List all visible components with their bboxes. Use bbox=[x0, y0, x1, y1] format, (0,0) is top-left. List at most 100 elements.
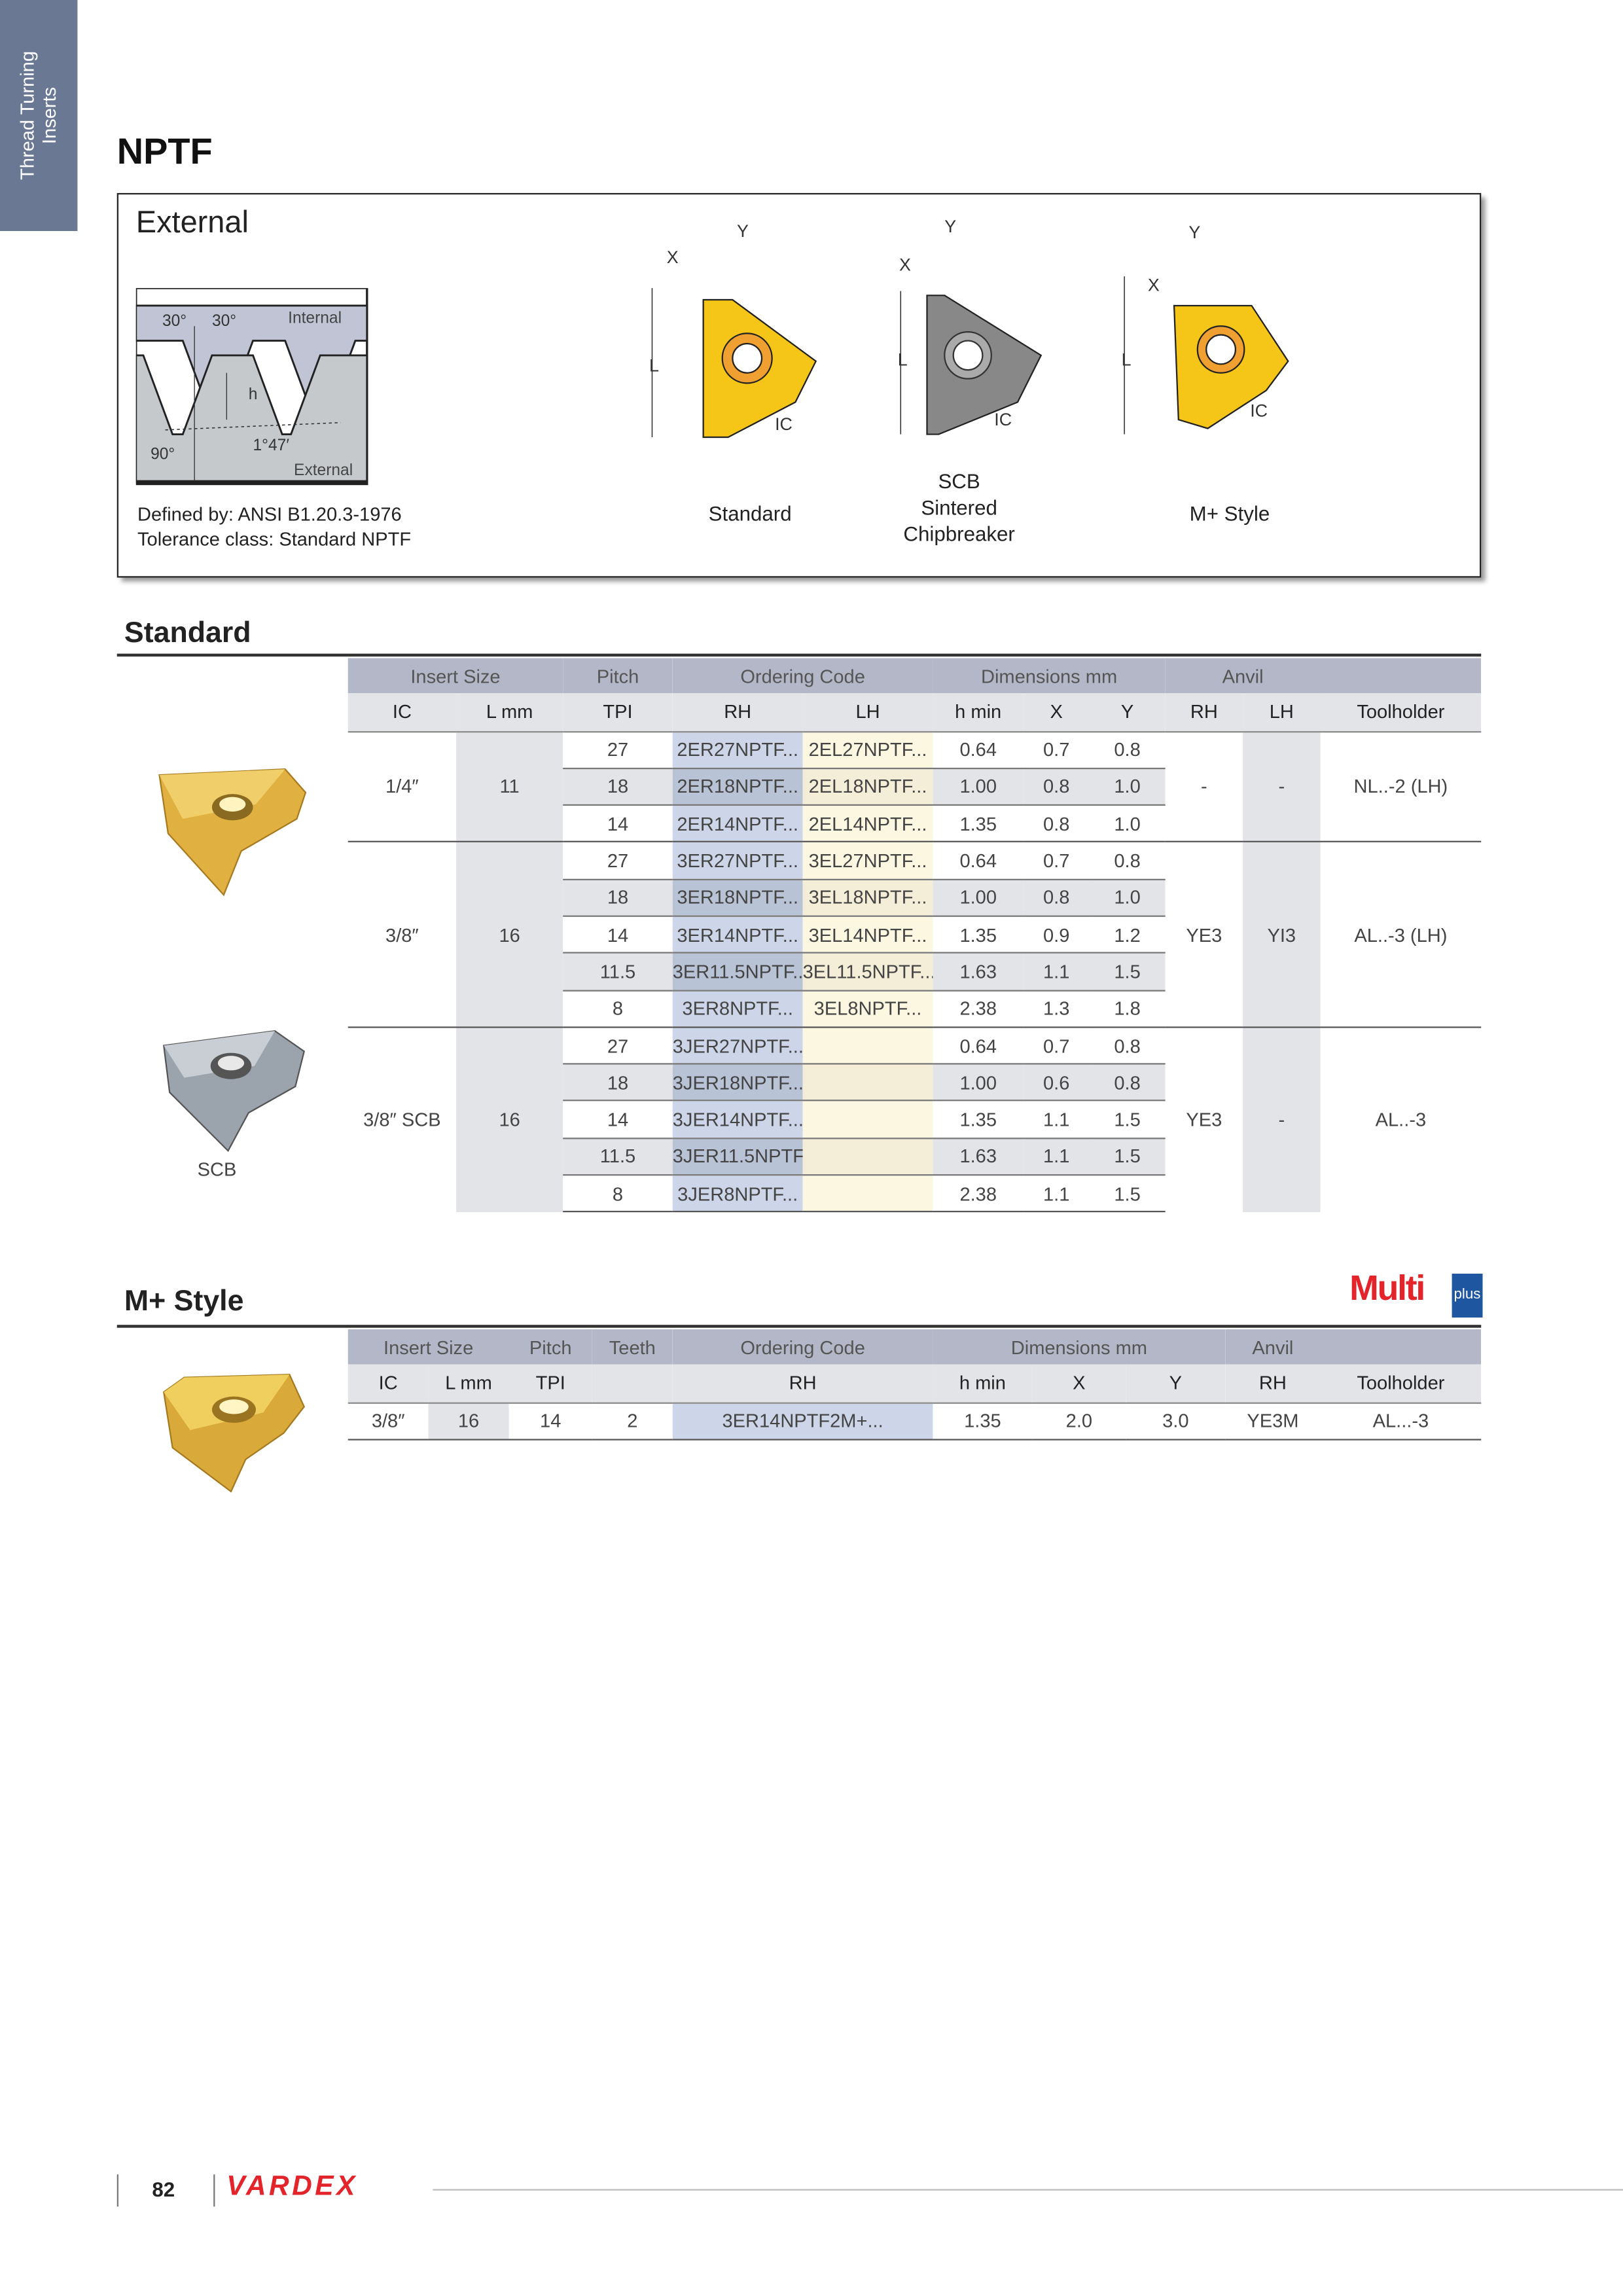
y-cell: 1.5 bbox=[1089, 1100, 1166, 1138]
anvil-rh-cell: YE3 bbox=[1165, 841, 1243, 1028]
section-tab: Thread Turning Inserts bbox=[0, 0, 78, 232]
x-cell: 2.0 bbox=[1032, 1402, 1126, 1441]
ic-cell: 3/8″ bbox=[348, 1402, 429, 1441]
ic-dim-label: IC bbox=[1250, 401, 1268, 421]
table-row: 14 3ER14NPTF... 3EL14NPTF... 1.35 0.9 1.2 bbox=[348, 915, 1482, 954]
mplus-type-label: M+ Style bbox=[1189, 501, 1270, 526]
group-header: Anvil bbox=[1165, 658, 1321, 694]
table-row: 14 3JER14NPTF... 1.35 1.1 1.5 bbox=[348, 1100, 1482, 1138]
logo-text: Multi bbox=[1349, 1269, 1425, 1309]
y-cell: 1.8 bbox=[1089, 989, 1166, 1028]
y-cell: 3.0 bbox=[1126, 1402, 1226, 1441]
lh-code-cell: 2EL18NPTF... bbox=[802, 767, 933, 806]
y-cell: 1.5 bbox=[1089, 952, 1166, 990]
l-dim-label: L bbox=[898, 350, 908, 370]
scb-caption: SCB bbox=[197, 1158, 237, 1180]
tpi-cell: 14 bbox=[563, 804, 673, 842]
standard-type-label: Standard bbox=[708, 501, 792, 526]
x-dim-label: X bbox=[667, 247, 679, 267]
column-header bbox=[592, 1364, 673, 1403]
group-header: Dimensions mm bbox=[933, 658, 1166, 694]
group-header bbox=[1320, 1329, 1482, 1365]
y-cell: 0.8 bbox=[1089, 1063, 1166, 1102]
rh-code-cell: 3ER27NPTF... bbox=[672, 841, 803, 880]
lh-code-cell bbox=[802, 1063, 933, 1102]
toolholder-cell: NL..-2 (LH) bbox=[1353, 776, 1448, 798]
page-title: NPTF bbox=[116, 132, 213, 173]
column-header: Y bbox=[1126, 1364, 1226, 1403]
hmin-cell: 1.35 bbox=[933, 804, 1024, 842]
table-row: 1/4″ 11 27 2ER27NPTF... 2EL27NPTF... 0.64 0.7 0… bbox=[348, 731, 1482, 842]
x-cell: 0.8 bbox=[1023, 804, 1090, 842]
column-header: RH bbox=[1225, 1364, 1321, 1403]
ic-cell: 3/8″ SCB bbox=[348, 1026, 457, 1212]
table-row: 18 3ER18NPTF... 3EL18NPTF... 1.00 0.8 1.0 bbox=[348, 878, 1482, 916]
multiplus-logo: Multi plus bbox=[1349, 1269, 1484, 1319]
l-cell: 16 bbox=[456, 1026, 563, 1212]
anvil-lh-cell: - bbox=[1243, 731, 1321, 842]
rh-code-cell: 3ER14NPTF... bbox=[672, 915, 803, 954]
group-header: Ordering Code bbox=[672, 1329, 933, 1365]
x-cell: 0.7 bbox=[1023, 841, 1090, 880]
tpi-cell: 18 bbox=[563, 878, 673, 916]
hmin-cell: 0.64 bbox=[933, 841, 1024, 880]
table-row: 3/8″ SCB 16 27 3JER27NPTF... 0.64 0.7 0.8 YE3- A… bbox=[348, 1026, 1482, 1212]
table-row: 11.5 3ER11.5NPTF... 3EL11.5NPTF... 1.63 1.1 1… bbox=[348, 952, 1482, 990]
tpi-cell: 27 bbox=[607, 738, 629, 761]
table-row: 8 3ER8NPTF... 3EL8NPTF... 2.38 1.3 1.8 bbox=[348, 989, 1482, 1028]
x-cell: 1.1 bbox=[1023, 1174, 1090, 1213]
mplus-insert-drawing: L X Y IC bbox=[1122, 223, 1289, 435]
group-header: Insert Size bbox=[348, 658, 563, 694]
y-dim-label: Y bbox=[1188, 223, 1200, 242]
table-row: 3/8″ 16 27 3ER27NPTF... 3EL27NPTF... 0.64 0.7 0… bbox=[348, 841, 1482, 1028]
tpi-cell: 18 bbox=[563, 767, 673, 806]
column-header: IC bbox=[348, 1364, 429, 1403]
rh-code-cell: 3ER18NPTF... bbox=[672, 878, 803, 916]
vardex-logo: VARDEX bbox=[226, 2171, 358, 2202]
footer-divider bbox=[116, 2174, 118, 2207]
column-header: Toolholder bbox=[1320, 693, 1482, 732]
footer-divider bbox=[213, 2174, 215, 2207]
hmin-cell: 2.38 bbox=[933, 989, 1024, 1028]
y-dim-label: Y bbox=[737, 221, 749, 241]
column-header: X bbox=[1032, 1364, 1126, 1403]
hmin-cell: 1.00 bbox=[933, 767, 1024, 806]
lh-code-cell: 3EL18NPTF... bbox=[802, 878, 933, 916]
tpi-cell: 18 bbox=[563, 1063, 673, 1102]
rh-code-cell: 3JER27NPTF... bbox=[672, 1026, 803, 1064]
standard-rule bbox=[116, 653, 1482, 657]
column-header: h min bbox=[933, 1364, 1033, 1403]
y-cell: 1.0 bbox=[1089, 767, 1166, 806]
tpi-cell: 8 bbox=[563, 989, 673, 1028]
column-header: IC bbox=[348, 693, 457, 732]
y-cell: 1.0 bbox=[1089, 878, 1166, 916]
overview-heading: External bbox=[135, 206, 249, 240]
table-row: 3/8″ 16 14 2 3ER14NPTF2M+... 1.35 2.0 3.0 YE3M AL… bbox=[348, 1402, 1482, 1441]
column-header: LH bbox=[1243, 693, 1321, 732]
x-cell: 1.1 bbox=[1023, 1137, 1090, 1175]
column-header: Toolholder bbox=[1320, 1364, 1482, 1403]
y-cell: 1.5 bbox=[1089, 1174, 1166, 1213]
sintered-type-label: Sintered bbox=[921, 495, 997, 520]
h-label: h bbox=[249, 386, 258, 403]
rh-code-cell: 3JER14NPTF... bbox=[672, 1100, 803, 1138]
tolerance-class: Tolerance class: Standard NPTF bbox=[137, 528, 412, 550]
defined-by: Defined by: ANSI B1.20.3-1976 bbox=[137, 503, 402, 526]
lh-code-cell: 3EL14NPTF... bbox=[802, 915, 933, 954]
teeth-cell: 2 bbox=[592, 1402, 673, 1441]
tpi-cell: 14 bbox=[563, 1100, 673, 1138]
y-cell: 0.8 bbox=[1114, 738, 1141, 761]
x-cell: 1.3 bbox=[1023, 989, 1090, 1028]
rh-code-cell: 3JER18NPTF... bbox=[672, 1063, 803, 1102]
anvil-rh-cell: - bbox=[1201, 776, 1207, 798]
section-tab-line2: Inserts bbox=[38, 86, 60, 145]
x-cell: 0.9 bbox=[1023, 915, 1090, 954]
column-header: Y bbox=[1089, 693, 1166, 732]
rh-code-cell: 3ER11.5NPTF... bbox=[672, 952, 803, 990]
column-header: L mm bbox=[456, 693, 563, 732]
header-row: IC L mm TPI RH LH h min X Y RH LH Toolholder bbox=[348, 693, 1482, 732]
hmin-cell: 1.00 bbox=[933, 878, 1024, 916]
tpi-cell: 27 bbox=[563, 841, 673, 880]
scb-insert-drawing: L X Y IC bbox=[898, 217, 1043, 435]
header-row: Insert Size Pitch Ordering Code Dimensions … bbox=[348, 658, 1482, 694]
